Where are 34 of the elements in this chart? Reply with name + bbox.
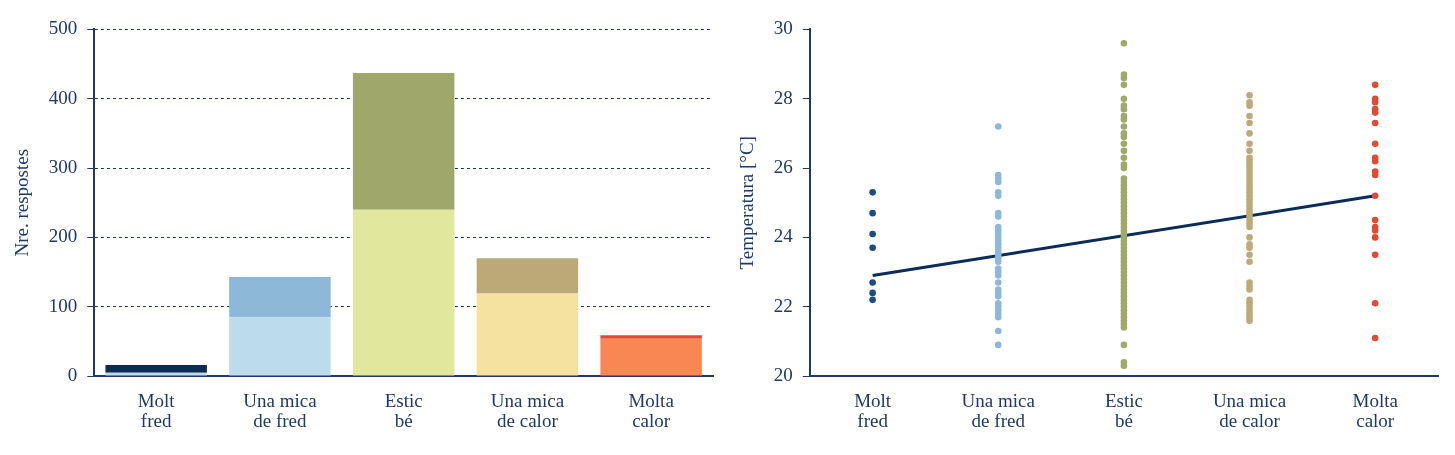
x-tick-label: Molta calor bbox=[1352, 390, 1399, 432]
bar bbox=[352, 73, 455, 210]
y-tick-label: 26 bbox=[773, 156, 793, 178]
bar bbox=[352, 209, 455, 376]
bar bbox=[229, 276, 331, 318]
y-tick-label: 20 bbox=[773, 364, 793, 386]
bar bbox=[105, 365, 207, 373]
x-tick-label: Una mica de calor bbox=[490, 390, 565, 432]
y-tick-label: 30 bbox=[773, 17, 793, 39]
bar bbox=[229, 317, 331, 376]
x-tick-label: Estic bé bbox=[384, 390, 423, 432]
x-tick-label: Molt fred bbox=[137, 390, 176, 432]
y-tick-label: 100 bbox=[48, 294, 78, 316]
x-tick-label: Una mica de fred bbox=[961, 390, 1036, 432]
bar bbox=[105, 372, 207, 376]
y-axis-title: Temperatura [°C] bbox=[736, 136, 758, 270]
y-tick-label: 24 bbox=[773, 225, 794, 247]
y-tick-label: 22 bbox=[773, 294, 793, 316]
y-tick-label: 28 bbox=[773, 86, 793, 108]
x-tick-label: Estic bé bbox=[1104, 390, 1143, 432]
y-tick-label: 500 bbox=[48, 17, 78, 39]
bar bbox=[600, 338, 702, 376]
y-axis-title: Nre. respostes bbox=[11, 148, 33, 257]
y-tick-label: 300 bbox=[48, 156, 78, 178]
bar bbox=[476, 258, 579, 294]
y-tick-label: 200 bbox=[48, 225, 78, 247]
x-tick-label: Una mica de calor bbox=[1212, 390, 1287, 432]
x-tick-label: Molt fred bbox=[854, 390, 892, 432]
x-tick-label: Molta calor bbox=[628, 390, 675, 432]
x-tick-label: Una mica de fred bbox=[243, 390, 318, 432]
bar bbox=[600, 335, 702, 339]
y-tick-label: 400 bbox=[48, 86, 78, 108]
y-tick-label: 0 bbox=[67, 364, 78, 386]
bar bbox=[476, 293, 579, 376]
